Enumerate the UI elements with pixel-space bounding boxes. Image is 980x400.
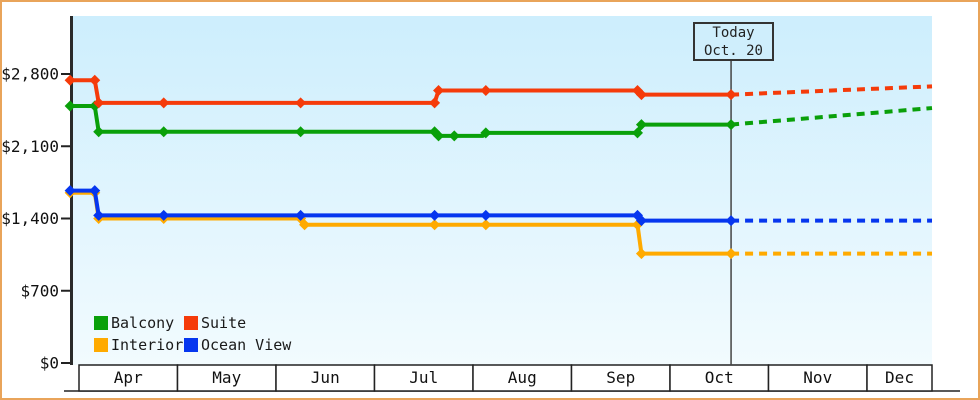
legend-item-ocean-view: Ocean View	[184, 334, 291, 356]
legend-label-balcony: Balcony	[111, 314, 175, 332]
point-marker-balcony	[480, 127, 492, 139]
point-marker-balcony	[158, 126, 170, 138]
point-marker-balcony	[635, 119, 647, 131]
month-label-aug: Aug	[508, 368, 537, 387]
point-marker-suite	[433, 85, 445, 97]
point-marker-balcony	[448, 130, 460, 142]
interior-swatch-icon	[94, 338, 108, 352]
today-date: Oct. 20	[703, 42, 763, 59]
suite-swatch-icon	[184, 316, 198, 330]
legend-label-suite: Suite	[201, 314, 247, 332]
point-marker-ocean-view	[93, 209, 105, 221]
point-marker-ocean-view	[64, 185, 76, 197]
point-marker-suite	[93, 97, 105, 109]
point-marker-interior	[725, 248, 737, 260]
month-cell	[669, 364, 770, 392]
point-marker-ocean-view	[295, 209, 307, 221]
legend-label-interior: Interior	[111, 336, 184, 354]
point-marker-suite	[64, 74, 76, 86]
month-cell	[373, 364, 474, 392]
point-marker-suite	[295, 97, 307, 109]
point-marker-balcony	[295, 126, 307, 138]
y-tick-label: $2,100	[2, 137, 59, 156]
point-marker-balcony	[725, 119, 737, 131]
point-marker-suite	[429, 97, 441, 109]
month-label-jun: Jun	[311, 368, 340, 387]
point-marker-balcony	[631, 127, 643, 139]
today-label: Today	[712, 24, 755, 41]
point-marker-suite	[635, 89, 647, 101]
point-marker-interior	[299, 219, 311, 231]
y-tick-label: $1,400	[2, 209, 59, 228]
legend-item-balcony: Balcony	[94, 312, 184, 334]
plot-background	[70, 16, 932, 365]
legend-label-ocean-view: Ocean View	[201, 336, 292, 354]
today-callout: Today Oct. 20	[693, 22, 774, 61]
month-label-dec: Dec	[885, 368, 914, 387]
point-marker-ocean-view	[725, 215, 737, 227]
point-marker-interior	[429, 219, 441, 231]
legend-item-interior: Interior	[94, 334, 184, 356]
month-label-oct: Oct	[705, 368, 734, 387]
point-marker-ocean-view	[158, 209, 170, 221]
y-tick-label: $0	[40, 354, 59, 373]
month-label-sep: Sep	[606, 368, 635, 387]
point-marker-interior	[635, 248, 647, 260]
month-label-jul: Jul	[409, 368, 438, 387]
point-marker-suite	[480, 85, 492, 97]
point-marker-interior	[480, 219, 492, 231]
legend-item-suite: Suite	[184, 312, 291, 334]
point-marker-ocean-view	[89, 185, 101, 197]
point-marker-suite	[158, 97, 170, 109]
month-cell	[570, 364, 671, 392]
ocean-view-swatch-icon	[184, 338, 198, 352]
point-marker-ocean-view	[429, 209, 441, 221]
point-marker-suite	[725, 89, 737, 101]
point-marker-ocean-view	[635, 215, 647, 227]
month-cell	[78, 364, 179, 392]
y-tick-label: $700	[20, 281, 59, 300]
month-cell	[275, 364, 376, 392]
month-label-nov: Nov	[803, 368, 832, 387]
month-cell	[472, 364, 573, 392]
month-label-may: May	[212, 368, 241, 387]
point-marker-ocean-view	[480, 209, 492, 221]
balcony-swatch-icon	[94, 316, 108, 330]
point-marker-balcony	[93, 126, 105, 138]
month-cell	[866, 364, 933, 392]
series-projection-suite	[730, 84, 933, 97]
y-tick-label: $2,800	[2, 65, 59, 84]
month-label-apr: Apr	[114, 368, 143, 387]
point-marker-suite	[89, 74, 101, 86]
point-marker-balcony	[64, 100, 76, 112]
point-marker-balcony	[433, 130, 445, 142]
legend: Balcony Suite Interior Ocean View	[94, 312, 291, 356]
series-projection-balcony	[730, 106, 933, 127]
